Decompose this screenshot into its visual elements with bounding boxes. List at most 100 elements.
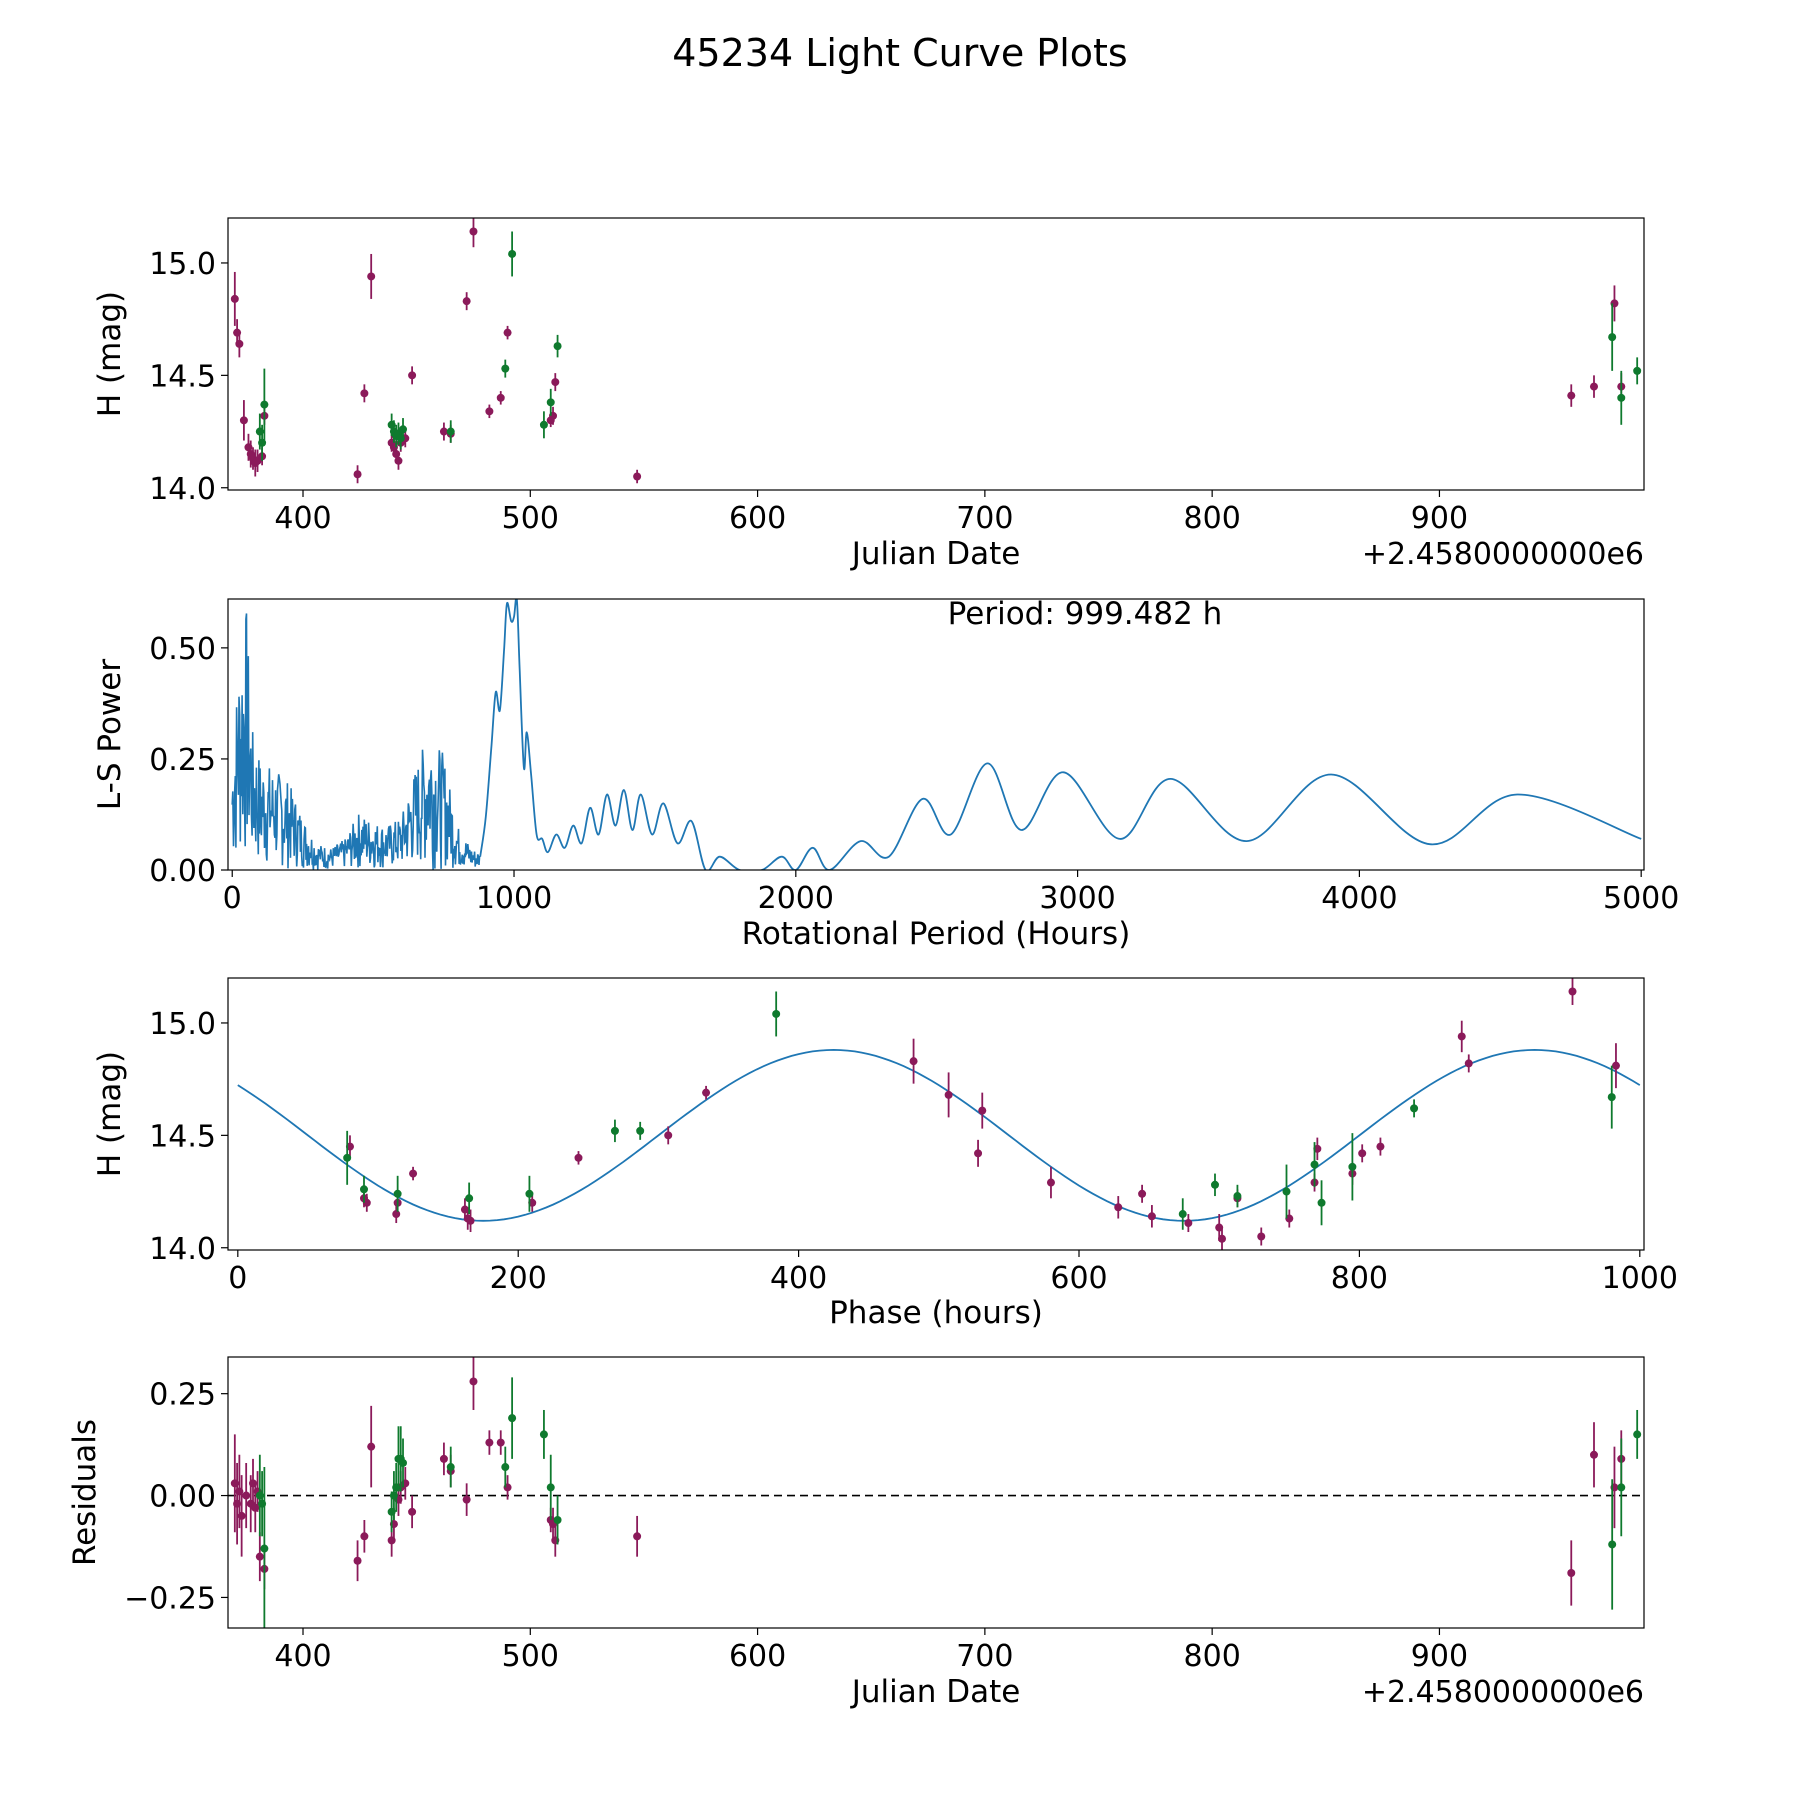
phased-curve-y-axis-label: H (mag) <box>92 1051 128 1177</box>
series_a-point <box>469 1377 478 1386</box>
series_a-point <box>1147 1212 1156 1221</box>
phased-curve-x-tick-label: 200 <box>490 1261 547 1296</box>
series_b-point <box>1178 1210 1187 1219</box>
periodogram-x-axis-label: Rotational Period (Hours) <box>742 916 1131 952</box>
series_a-point <box>978 1106 987 1115</box>
phased-curve-axes-frame <box>227 977 1645 1251</box>
series_a-point <box>392 1210 401 1219</box>
series_b-point <box>539 1430 548 1439</box>
light-curve-x-tick-label: 500 <box>502 501 559 536</box>
series_a-point <box>1376 1142 1385 1151</box>
series_a-point <box>360 389 369 398</box>
phased-curve-x-tick-label: 1000 <box>1602 1261 1678 1296</box>
period-annotation: Period: 999.482 h <box>948 596 1223 632</box>
series_a-point <box>408 1507 417 1516</box>
residuals-y-axis-label: Residuals <box>67 1419 103 1566</box>
phased-curve-y-tick-label: 14.5 <box>149 1119 216 1154</box>
light-curve-y-axis-label: H (mag) <box>92 291 128 417</box>
series_b-point <box>1348 1162 1357 1171</box>
periodogram-x-tick-label: 3000 <box>1039 881 1115 916</box>
series_a-point <box>1457 1032 1466 1041</box>
phased-curve-x-tick-label: 0 <box>228 1261 247 1296</box>
light-curve-x-tick-label: 800 <box>1184 501 1241 536</box>
periodogram-line <box>479 599 1642 870</box>
series_b-point <box>1608 333 1617 342</box>
series_b-point <box>636 1126 645 1135</box>
phased-curve-x-tick-label: 400 <box>770 1261 827 1296</box>
residuals-x-tick-label: 900 <box>1411 1639 1468 1674</box>
series_b-point <box>359 1185 368 1194</box>
periodogram-axes-frame <box>227 598 1645 871</box>
series_a-point <box>1257 1232 1266 1241</box>
residuals-axes-frame <box>227 1356 1645 1629</box>
series_a-point <box>1114 1203 1123 1212</box>
residuals-x-offset-label: +2.4580000000e6 <box>1362 1675 1644 1710</box>
series_b-point <box>399 1458 408 1467</box>
periodogram-noise-line <box>231 613 481 870</box>
series_a-point <box>496 393 505 402</box>
periodogram-y-axis-label: L-S Power <box>92 659 128 810</box>
series_b-point <box>1282 1187 1291 1196</box>
phased-curve-x-tick-label: 800 <box>1331 1261 1388 1296</box>
series_a-point <box>485 1438 494 1447</box>
series_a-point <box>1046 1178 1055 1187</box>
series_b-point <box>501 1463 510 1472</box>
light-curve-y-tick-label: 14.0 <box>149 472 216 507</box>
periodogram-x-tick-label: 0 <box>223 881 242 916</box>
series_a-point <box>944 1090 953 1099</box>
series_b-point <box>1608 1540 1617 1549</box>
light-curve-x-offset-label: +2.4580000000e6 <box>1362 537 1644 572</box>
series_a-point <box>1464 1059 1473 1068</box>
residuals-data-layer <box>228 1357 1644 1628</box>
series_b-point <box>1633 1430 1642 1439</box>
periodogram-data-layer <box>231 599 1642 870</box>
phased-curve-y-tick-label: 15.0 <box>149 1007 216 1042</box>
light-curve-x-tick-label: 700 <box>956 501 1013 536</box>
series_a-point <box>466 1216 475 1225</box>
figure-title: 45234 Light Curve Plots <box>672 31 1127 75</box>
series_a-point <box>1611 1061 1620 1070</box>
phased-curve-x-tick-label: 600 <box>1050 1261 1107 1296</box>
series_b-point <box>553 342 562 351</box>
light-curve-x-axis-label: Julian Date <box>850 536 1021 572</box>
series_a-point <box>503 328 512 337</box>
residuals-y-tick-label: −0.25 <box>124 1581 216 1616</box>
series_b-point <box>610 1126 619 1135</box>
series_a-point <box>1589 382 1598 391</box>
series_b-point <box>1410 1104 1419 1113</box>
series_a-point <box>702 1088 711 1097</box>
series_a-point <box>1568 987 1577 996</box>
series_a-point <box>664 1131 673 1140</box>
residuals-x-axis-label: Julian Date <box>850 1674 1021 1710</box>
series_b-point <box>446 1463 455 1472</box>
series_a-point <box>574 1153 583 1162</box>
periodogram-x-tick-label: 5000 <box>1603 881 1679 916</box>
series_a-point <box>462 1495 471 1504</box>
series_b-point <box>508 249 517 258</box>
series_b-point <box>260 1544 269 1553</box>
series_b-point <box>343 1153 352 1162</box>
series_a-point <box>409 1169 418 1178</box>
periodogram-panel: 0 1000 2000 3000 4000 5000 0.00 0.25 0.50 Rotati… <box>92 596 1679 952</box>
residuals-x-tick-label: 700 <box>956 1639 1013 1674</box>
series_b-point <box>1317 1198 1326 1207</box>
series_a-point <box>439 1454 448 1463</box>
series_b-point <box>546 1483 555 1492</box>
residuals-y-tick-label: 0.25 <box>149 1378 216 1413</box>
phased-curve-panel: 0 200 400 600 800 1000 14.0 14.5 15.0 Phase (hou… <box>92 977 1678 1331</box>
phased-curve-data-layer <box>237 978 1641 1250</box>
series_b-point <box>1633 366 1642 375</box>
light-curve-data-layer <box>230 218 1642 484</box>
series_a-point <box>1589 1450 1598 1459</box>
series_a-point <box>255 1552 264 1561</box>
residuals-x-tick-label: 800 <box>1184 1639 1241 1674</box>
series_b-point <box>446 427 455 436</box>
series_a-point <box>909 1057 918 1066</box>
series_a-point <box>1138 1189 1147 1198</box>
series_a-point <box>242 1491 251 1500</box>
light-curve-x-tick-label: 900 <box>1411 501 1468 536</box>
series_a-point <box>239 416 248 425</box>
series_b-point <box>1233 1192 1242 1201</box>
light-curve-x-tick-label: 600 <box>729 501 786 536</box>
light-curve-x-tick-label: 400 <box>274 501 331 536</box>
